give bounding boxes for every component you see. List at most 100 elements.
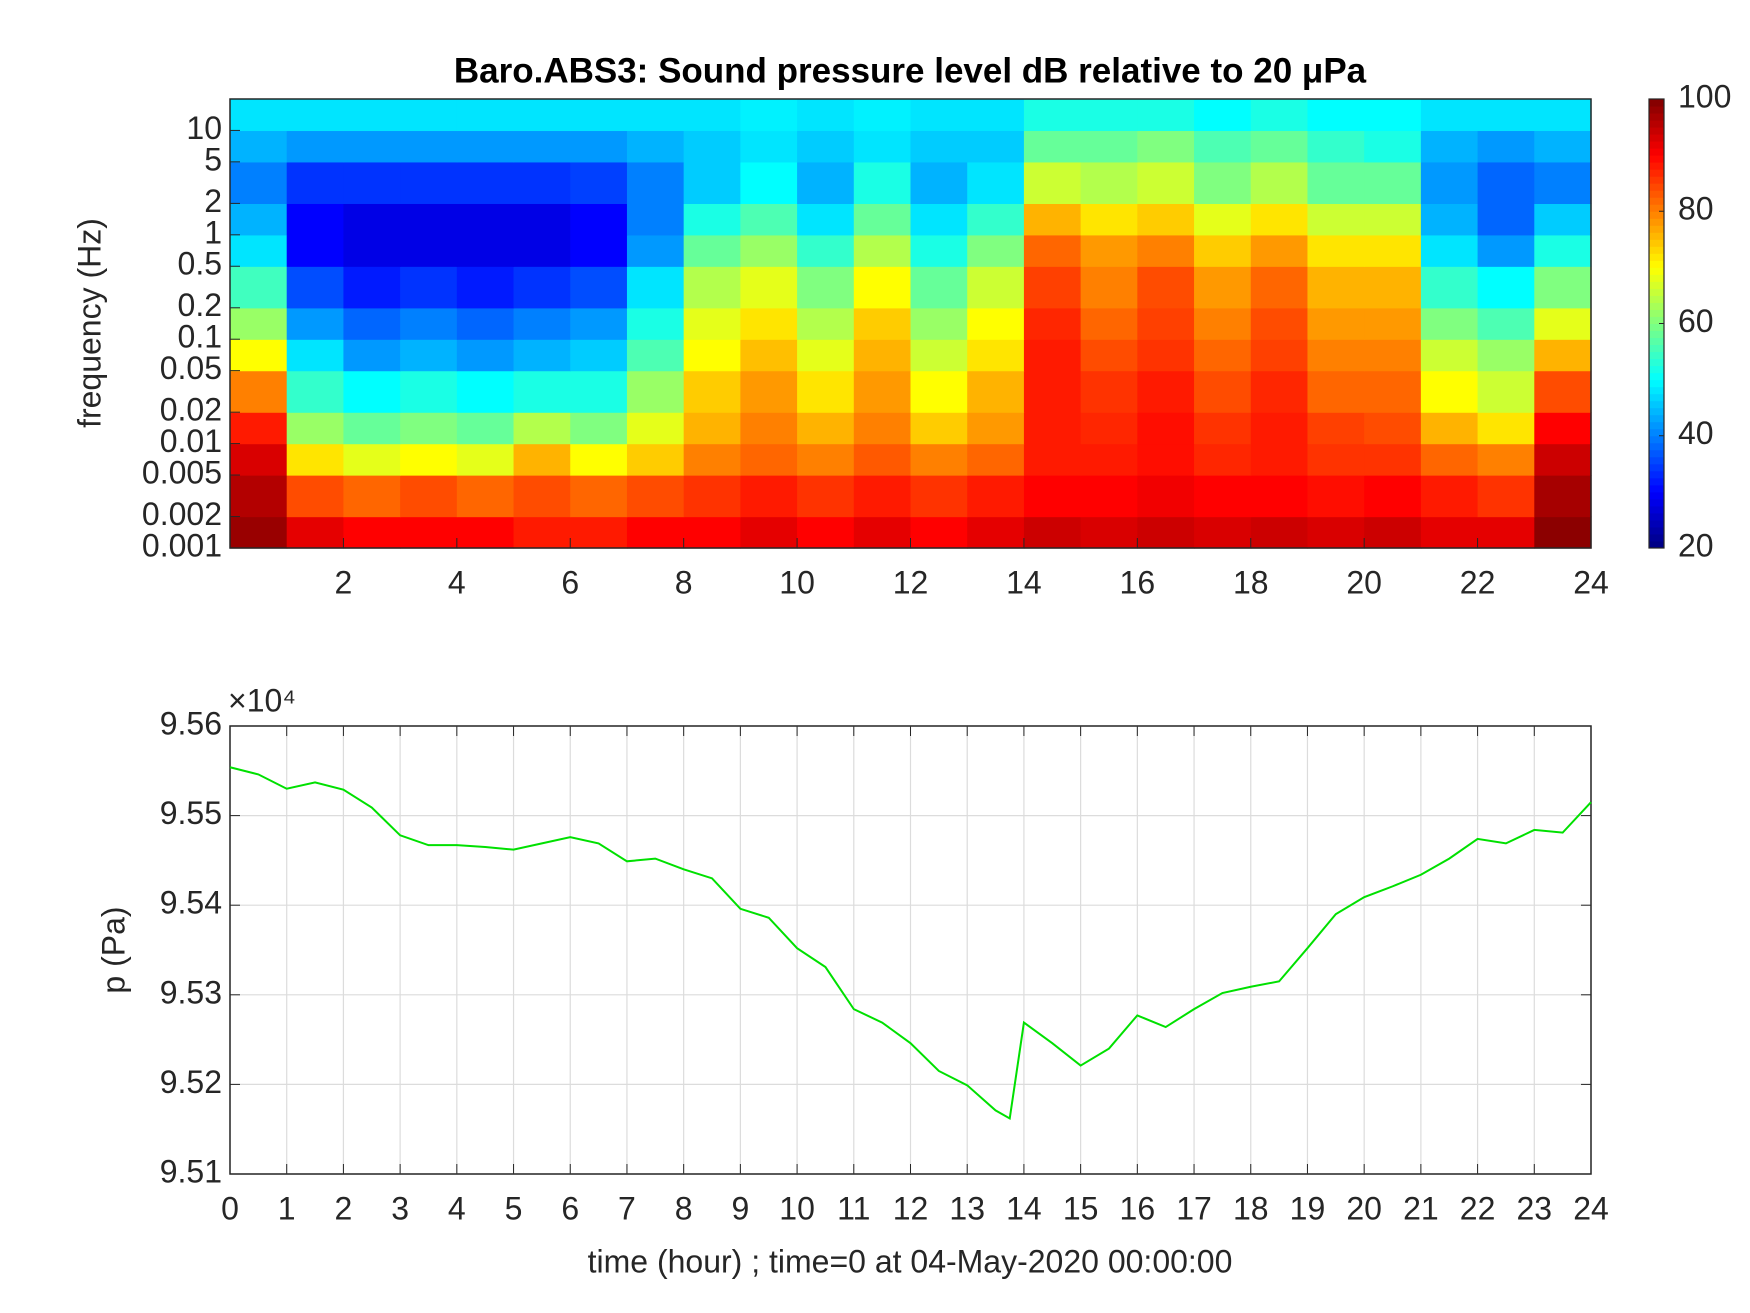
colorbar-segment bbox=[1649, 316, 1664, 324]
heatmap-cell bbox=[230, 130, 288, 163]
heatmap-cell bbox=[683, 234, 741, 267]
colorbar-segment bbox=[1649, 400, 1664, 409]
heatmap-cell bbox=[1194, 339, 1252, 372]
y-axis-label: frequency (Hz) bbox=[71, 218, 107, 428]
colorbar-segment bbox=[1649, 281, 1664, 289]
heatmap-cell bbox=[740, 339, 798, 372]
x-tick-label: 2 bbox=[335, 1190, 353, 1226]
heatmap-cell bbox=[853, 234, 912, 267]
heatmap-cell bbox=[1534, 130, 1592, 163]
heatmap-cell bbox=[1420, 339, 1479, 372]
heatmap-cell bbox=[400, 99, 458, 132]
heatmap-cell bbox=[230, 234, 288, 267]
heatmap-cell bbox=[1137, 161, 1195, 204]
x-tick-label: 13 bbox=[949, 1190, 985, 1226]
heatmap-cell bbox=[797, 234, 855, 267]
y-tick-label: 0.05 bbox=[160, 350, 222, 386]
heatmap-cell bbox=[570, 475, 628, 518]
heatmap-cell bbox=[1080, 370, 1138, 413]
heatmap-cell bbox=[343, 130, 401, 163]
heatmap-cell bbox=[1364, 234, 1422, 267]
x-tick-label: 10 bbox=[779, 564, 815, 600]
colorbar-segment bbox=[1649, 267, 1664, 275]
heatmap-cell bbox=[1250, 475, 1309, 518]
heatmap-cell bbox=[1137, 99, 1195, 132]
heatmap-cell bbox=[853, 130, 912, 163]
heatmap-cell bbox=[570, 203, 628, 236]
heatmap-cell bbox=[853, 99, 912, 132]
colorbar-segment bbox=[1649, 484, 1664, 493]
heatmap-cell bbox=[1420, 516, 1479, 549]
y-tick-label: 9.51 bbox=[160, 1153, 222, 1189]
heatmap-cell bbox=[910, 234, 968, 267]
heatmap-cell bbox=[343, 203, 401, 236]
heatmap-cell bbox=[1137, 130, 1195, 163]
heatmap-cell bbox=[740, 99, 798, 132]
heatmap-cell bbox=[400, 203, 458, 236]
colorbar-segment bbox=[1649, 365, 1664, 374]
heatmap-cell bbox=[1194, 307, 1252, 340]
heatmap-cell bbox=[910, 203, 968, 236]
colorbar-segment bbox=[1649, 246, 1664, 254]
heatmap-cell bbox=[400, 412, 458, 445]
heatmap-cell bbox=[1023, 130, 1082, 163]
heatmap-cell bbox=[626, 234, 685, 267]
heatmap-cell bbox=[626, 412, 685, 445]
x-tick-label: 4 bbox=[448, 564, 466, 600]
y-axis-label: p (Pa) bbox=[95, 906, 131, 993]
colorbar-segment bbox=[1649, 470, 1664, 479]
heatmap-cell bbox=[1250, 203, 1309, 236]
heatmap-cell bbox=[400, 266, 458, 309]
heatmap-cell bbox=[853, 370, 912, 413]
heatmap-cell bbox=[797, 475, 855, 518]
colorbar-segment bbox=[1649, 211, 1664, 219]
heatmap-cell bbox=[1250, 161, 1309, 204]
x-tick-label: 15 bbox=[1063, 1190, 1099, 1226]
heatmap-cell bbox=[1023, 516, 1082, 549]
heatmap-cell bbox=[1194, 99, 1252, 132]
heatmap-cell bbox=[1250, 234, 1309, 267]
heatmap-cell bbox=[1080, 234, 1138, 267]
x-tick-label: 7 bbox=[618, 1190, 636, 1226]
heatmap-cell bbox=[343, 161, 401, 204]
heatmap-cell bbox=[1307, 443, 1365, 476]
heatmap-cell bbox=[1477, 130, 1535, 163]
heatmap-cell bbox=[910, 130, 968, 163]
colorbar-segment bbox=[1649, 309, 1664, 317]
heatmap-cell bbox=[1080, 412, 1138, 445]
heatmap-cell bbox=[1364, 99, 1422, 132]
colorbar-segment bbox=[1649, 540, 1664, 549]
heatmap-cell bbox=[683, 203, 741, 236]
x-tick-label: 24 bbox=[1573, 1190, 1609, 1226]
heatmap-cell bbox=[1080, 130, 1138, 163]
heatmap-cell bbox=[1534, 370, 1592, 413]
x-tick-label: 20 bbox=[1346, 1190, 1382, 1226]
colorbar-segment bbox=[1649, 526, 1664, 535]
colorbar-segment bbox=[1649, 239, 1664, 247]
heatmap-cell bbox=[1194, 130, 1252, 163]
heatmap-cell bbox=[1477, 203, 1535, 236]
heatmap-cell bbox=[1364, 307, 1422, 340]
heatmap-cell bbox=[967, 203, 1025, 236]
heatmap-cell bbox=[570, 234, 628, 267]
heatmap-cell bbox=[400, 339, 458, 372]
heatmap-cell bbox=[626, 443, 685, 476]
x-tick-label: 0 bbox=[221, 1190, 239, 1226]
heatmap-cell bbox=[286, 475, 345, 518]
heatmap-cell bbox=[456, 443, 515, 476]
heatmap-cell bbox=[1534, 443, 1592, 476]
heatmap-cell bbox=[1137, 412, 1195, 445]
heatmap-cell bbox=[286, 443, 345, 476]
heatmap-cell bbox=[1137, 339, 1195, 372]
heatmap-cell bbox=[1534, 516, 1592, 549]
heatmap-cell bbox=[570, 516, 628, 549]
heatmap-cell bbox=[683, 475, 741, 518]
heatmap-cell bbox=[1080, 339, 1138, 372]
heatmap-cell bbox=[1023, 412, 1082, 445]
heatmap-cell bbox=[853, 307, 912, 340]
heatmap-cell bbox=[343, 339, 401, 372]
heatmap-cell bbox=[456, 234, 515, 267]
heatmap-cell bbox=[1420, 307, 1479, 340]
heatmap-cell bbox=[286, 307, 345, 340]
colorbar-tick-label: 60 bbox=[1678, 303, 1714, 339]
